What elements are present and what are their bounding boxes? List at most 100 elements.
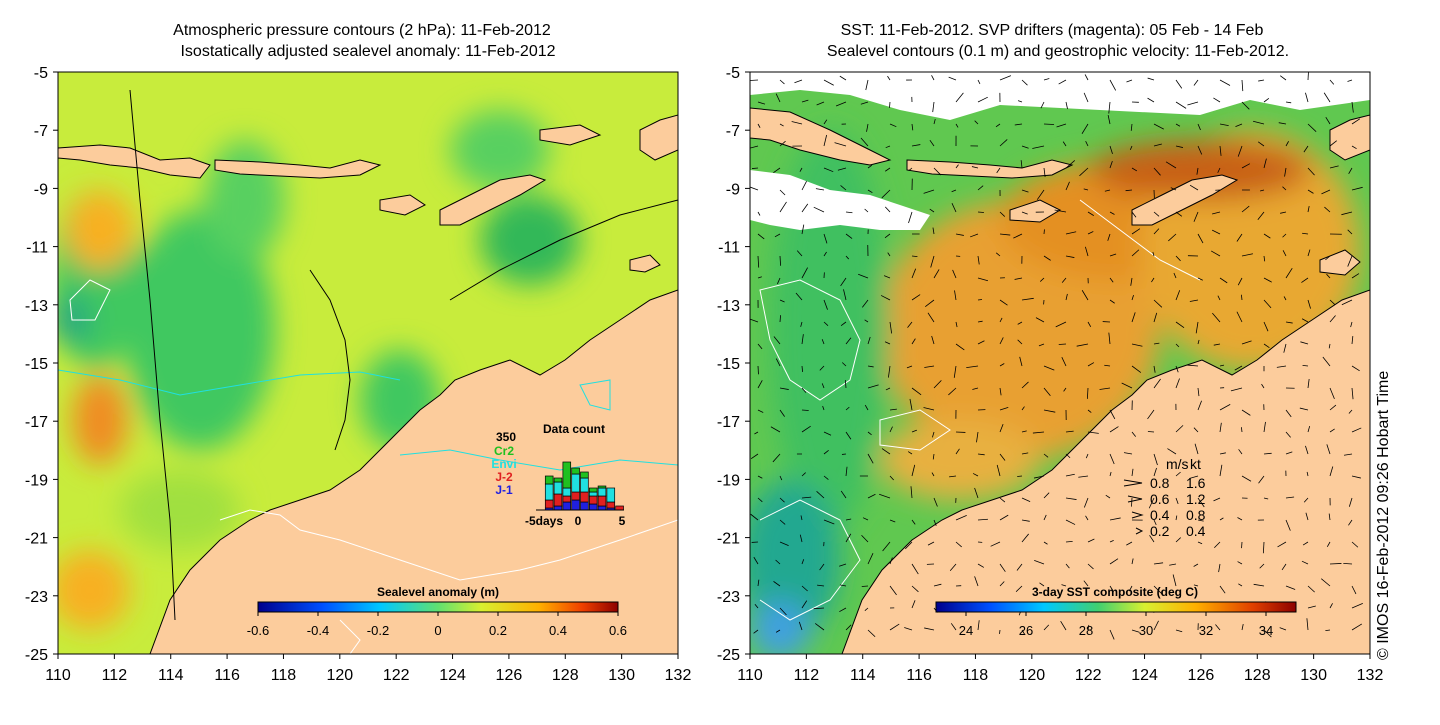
right-x-tick-label: 126 xyxy=(1188,667,1215,684)
velocity-key-kt-header: kt xyxy=(1190,456,1201,472)
right-x-tick-label: 132 xyxy=(1357,667,1384,684)
velocity-vector xyxy=(752,168,758,169)
left-y-tick-label: -17 xyxy=(25,414,48,431)
inset-bar-cr2 xyxy=(554,478,562,482)
inset-legend-j-1: J-1 xyxy=(495,483,513,497)
inset-bar-cr2 xyxy=(581,472,589,478)
right-y-tick-label: -21 xyxy=(717,531,740,548)
sealevel-anomaly-panel: Atmospheric pressure contours (2 hPa): 1… xyxy=(50,22,678,654)
inset-x-tick-label: 5 xyxy=(619,514,626,528)
velocity-vector xyxy=(978,212,984,213)
inset-bar-envi xyxy=(554,482,562,494)
velocity-vector xyxy=(1044,124,1054,125)
inset-legend-envi: Envi xyxy=(491,457,516,471)
inset-bar-j-2 xyxy=(598,496,606,506)
inset-bar-j-2 xyxy=(545,500,553,508)
inset-bar-cr2 xyxy=(545,476,553,484)
right-y-tick-label: -11 xyxy=(718,240,740,257)
velocity-vector xyxy=(1059,344,1066,345)
right-x-tick-label: 118 xyxy=(963,667,989,684)
inset-bar-j-2 xyxy=(572,492,580,500)
velocity-vector xyxy=(1241,295,1242,300)
right-y-tick-label: -13 xyxy=(717,298,740,315)
colorbar-tick-label: -0.2 xyxy=(367,623,389,638)
velocity-key-ms: 0.2 xyxy=(1150,523,1170,539)
right-x-tick-label: 120 xyxy=(1018,667,1045,684)
right-x-tick-label: 124 xyxy=(1131,667,1158,684)
right-x-tick-label: 116 xyxy=(906,667,932,684)
colorbar-tick-label: 24 xyxy=(959,623,973,638)
left-x-tick-label: 120 xyxy=(326,667,353,684)
velocity-key-ms: 0.6 xyxy=(1150,491,1170,507)
inset-bar-j-1 xyxy=(589,504,597,510)
colorbar-tick-label: 26 xyxy=(1019,623,1033,638)
left-x-tick-label: 126 xyxy=(496,667,523,684)
inset-bar-j-2 xyxy=(616,506,624,510)
left-x-tick-label: 110 xyxy=(45,667,71,684)
velocity-vector xyxy=(750,80,758,81)
inset-bar-envi xyxy=(572,474,580,492)
right-colorbar-label: 3-day SST composite (deg C) xyxy=(1032,585,1198,599)
inset-bar-j-1 xyxy=(598,506,606,510)
left-y-tick-label: -23 xyxy=(25,589,48,606)
inset-bar-j-2 xyxy=(589,496,597,504)
inset-title: Data count xyxy=(543,422,605,436)
inset-bar-j-2 xyxy=(607,502,615,508)
velocity-key-ms: 0.4 xyxy=(1150,507,1170,523)
right-x-tick-label: 110 xyxy=(737,667,763,684)
colorbar-tick-label: 0 xyxy=(434,623,441,638)
velocity-vector xyxy=(978,299,982,300)
left-colorbar xyxy=(258,602,618,612)
inset-legend-j-2: J-2 xyxy=(495,470,513,484)
left-y-tick-label: -7 xyxy=(34,123,48,140)
inset-bar-envi xyxy=(545,484,553,500)
left-y-tick-label: -15 xyxy=(25,356,48,373)
left-y-tick-label: -19 xyxy=(25,472,48,489)
left-map xyxy=(50,72,678,654)
inset-bar-j-2 xyxy=(581,492,589,502)
left-colorbar-label: Sealevel anomaly (m) xyxy=(377,585,499,599)
inset-bar-cr2 xyxy=(589,488,597,492)
sst-panel: SST: 11-Feb-2012. SVP drifters (magenta)… xyxy=(740,22,1370,660)
velocity-key-kt: 1.2 xyxy=(1186,491,1206,507)
right-colorbar xyxy=(936,602,1296,612)
inset-ymax-label: 350 xyxy=(496,430,516,444)
left-x-tick-label: 114 xyxy=(158,667,184,684)
left-title: Atmospheric pressure contours (2 hPa): 1… xyxy=(173,22,551,39)
copyright-note: © IMOS 16-Feb-2012 09:26 Hobart Time xyxy=(1375,371,1392,660)
velocity-key-kt: 1.6 xyxy=(1186,475,1206,491)
right-subtitle: Sealevel contours (0.1 m) and geostrophi… xyxy=(827,43,1289,60)
right-x-tick-label: 122 xyxy=(1075,667,1102,684)
left-subtitle: Isostatically adjusted sealevel anomaly:… xyxy=(180,43,555,60)
left-y-tick-label: -13 xyxy=(25,298,48,315)
right-y-tick-label: -5 xyxy=(726,65,740,82)
inset-bar-cr2 xyxy=(598,486,606,488)
inset-bar-envi xyxy=(598,488,606,496)
velocity-vector xyxy=(889,102,890,108)
colorbar-tick-label: 0.2 xyxy=(489,623,507,638)
inset-bar-j-1 xyxy=(572,500,580,510)
inset-bar-j-2 xyxy=(563,496,571,502)
left-x-tick-label: 112 xyxy=(102,667,128,684)
right-title: SST: 11-Feb-2012. SVP drifters (magenta)… xyxy=(841,22,1264,39)
left-x-tick-label: 132 xyxy=(665,667,692,684)
colorbar-tick-label: -0.4 xyxy=(307,623,329,638)
right-x-tick-label: 112 xyxy=(794,667,820,684)
colorbar-tick-label: 34 xyxy=(1259,623,1273,638)
inset-x-tick-label: -5days xyxy=(525,514,563,528)
left-y-tick-label: -25 xyxy=(25,647,48,664)
colorbar-tick-label: 30 xyxy=(1139,623,1153,638)
left-x-tick-label: 128 xyxy=(552,667,579,684)
right-y-tick-label: -23 xyxy=(717,589,740,606)
left-x-tick-label: 122 xyxy=(383,667,410,684)
inset-bar-j-2 xyxy=(554,494,562,506)
inset-bar-cr2 xyxy=(572,468,580,474)
velocity-key-ms: 0.8 xyxy=(1150,475,1170,491)
colorbar-tick-label: 28 xyxy=(1079,623,1093,638)
left-x-tick-label: 124 xyxy=(439,667,466,684)
colorbar-tick-label: 32 xyxy=(1199,623,1213,638)
inset-bar-envi xyxy=(589,492,597,496)
inset-bar-j-1 xyxy=(563,502,571,510)
left-x-tick-label: 116 xyxy=(214,667,240,684)
